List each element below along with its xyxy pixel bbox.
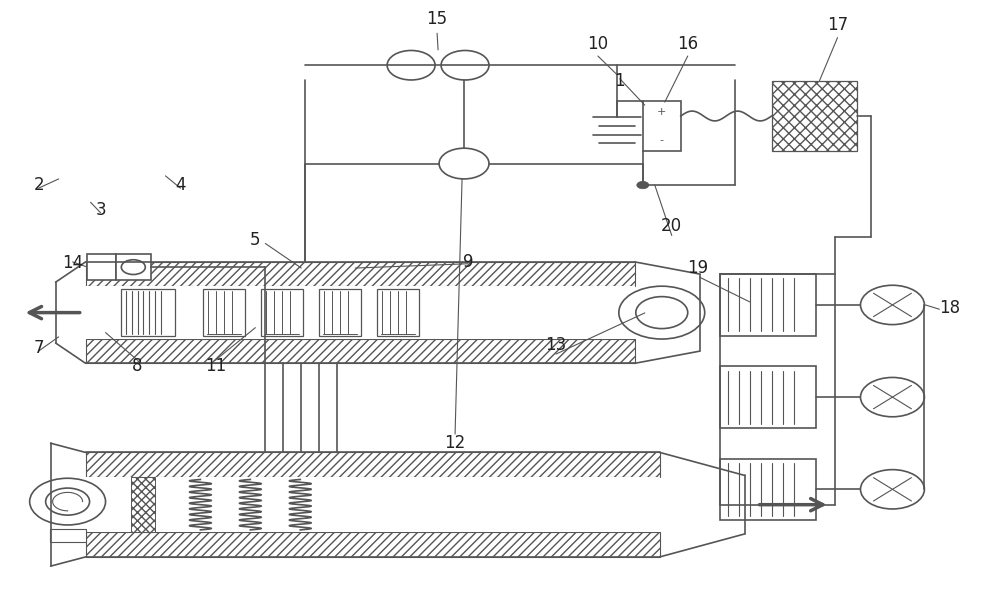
Bar xyxy=(720,458,816,520)
Bar xyxy=(772,81,857,152)
Text: 19: 19 xyxy=(687,259,708,277)
Bar xyxy=(86,532,660,557)
Text: 11: 11 xyxy=(205,357,226,375)
Circle shape xyxy=(46,488,90,515)
Text: +: + xyxy=(657,107,666,117)
Bar xyxy=(720,274,816,336)
Text: -: - xyxy=(660,135,664,145)
Bar xyxy=(121,289,175,336)
Text: 16: 16 xyxy=(677,34,698,53)
Text: 14: 14 xyxy=(62,254,83,272)
Circle shape xyxy=(860,378,924,417)
Bar xyxy=(86,452,660,477)
Text: 1: 1 xyxy=(615,71,625,89)
Bar xyxy=(720,367,816,428)
Text: 3: 3 xyxy=(95,201,106,219)
Circle shape xyxy=(619,286,705,339)
Bar xyxy=(261,289,303,336)
Bar xyxy=(50,529,86,541)
Bar xyxy=(86,286,635,339)
Text: 2: 2 xyxy=(33,176,44,194)
Text: 8: 8 xyxy=(132,357,143,375)
Text: 15: 15 xyxy=(427,10,448,28)
Bar xyxy=(87,254,116,280)
Bar xyxy=(86,477,660,532)
Text: 12: 12 xyxy=(444,434,466,452)
Text: 13: 13 xyxy=(545,336,567,354)
Bar xyxy=(643,101,681,152)
Text: 9: 9 xyxy=(463,253,473,271)
Circle shape xyxy=(30,478,106,525)
Circle shape xyxy=(387,51,435,80)
Text: 7: 7 xyxy=(33,339,44,357)
Circle shape xyxy=(860,285,924,325)
Bar xyxy=(131,477,155,532)
Bar xyxy=(86,339,635,363)
Bar xyxy=(86,262,635,286)
Circle shape xyxy=(636,297,688,328)
Text: 18: 18 xyxy=(939,299,960,317)
Text: 4: 4 xyxy=(175,176,186,194)
Bar xyxy=(116,254,151,280)
Bar xyxy=(377,289,419,336)
Circle shape xyxy=(441,51,489,80)
Text: 17: 17 xyxy=(827,16,848,34)
Text: 5: 5 xyxy=(250,232,261,249)
Circle shape xyxy=(439,148,489,179)
Circle shape xyxy=(860,469,924,509)
Circle shape xyxy=(637,181,649,188)
Bar xyxy=(319,289,361,336)
Circle shape xyxy=(121,260,145,275)
Bar xyxy=(203,289,245,336)
Text: 10: 10 xyxy=(587,34,608,53)
Text: 20: 20 xyxy=(661,217,682,235)
